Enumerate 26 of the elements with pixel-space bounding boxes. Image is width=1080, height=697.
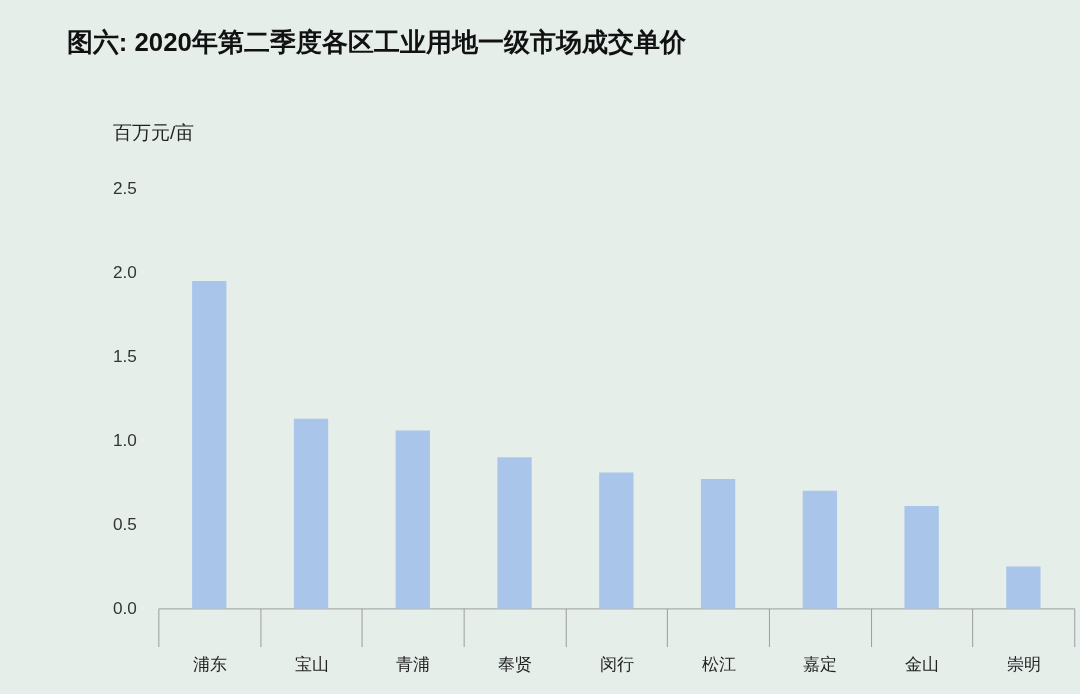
x-tick-label: 松江 [701,653,736,674]
y-tick-label: 2.5 [113,177,137,198]
x-tick-label: 闵行 [599,653,634,674]
y-tick-label: 0.5 [113,513,137,534]
bar [802,490,838,609]
x-tick-label: 宝山 [294,653,329,674]
bar [293,418,329,609]
y-tick-label: 2.0 [113,261,137,282]
x-tick-label: 浦东 [192,653,227,674]
bar [700,479,736,609]
x-tick-label: 青浦 [396,653,431,674]
chart-title: 图六: 2020年第二季度各区工业用地一级市场成交单价 [66,28,687,57]
x-tick-label: 嘉定 [803,653,838,674]
x-tick-label: 崇明 [1006,653,1041,674]
bar [192,280,227,609]
y-tick-label: 1.0 [113,429,137,450]
y-axis-title: 百万元/亩 [113,122,195,144]
x-tick-label: 奉贤 [498,653,533,674]
x-tick-label: 金山 [905,653,940,674]
bar [904,505,939,609]
y-tick-label: 0.0 [113,597,137,618]
bar [395,430,430,609]
y-tick-label: 1.5 [113,345,137,366]
bar [599,472,634,609]
bar [497,457,532,609]
bar [1006,566,1041,609]
